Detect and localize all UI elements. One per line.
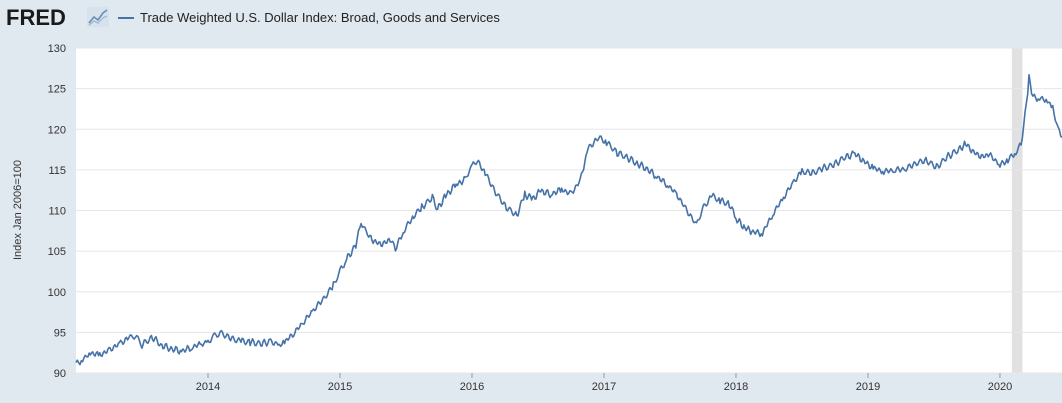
y-tick-label: 110 (48, 206, 66, 218)
y-tick-label: 100 (48, 287, 66, 299)
chart-legend[interactable]: Trade Weighted U.S. Dollar Index: Broad,… (118, 10, 500, 25)
fred-logo: FRED (6, 5, 66, 30)
y-tick-label: 120 (48, 124, 66, 136)
y-tick-label: 125 (48, 84, 66, 96)
y-tick-label: 95 (54, 327, 66, 339)
y-tick-label: 90 (54, 368, 66, 380)
y-tick-label: 130 (48, 43, 66, 55)
legend-series-label: Trade Weighted U.S. Dollar Index: Broad,… (140, 10, 500, 25)
legend-swatch (118, 16, 134, 19)
line-chart-icon (87, 7, 109, 27)
x-tick-label: 2014 (196, 381, 220, 393)
x-tick-label: 2016 (460, 381, 484, 393)
series-line (75, 74, 1062, 366)
x-tick-label: 2017 (592, 381, 616, 393)
x-tick-label: 2018 (724, 381, 748, 393)
y-tick-label: 115 (48, 165, 66, 177)
x-tick-label: 2015 (328, 381, 352, 393)
chart-header: FRED Trade Weighted U.S. Dollar Index: B… (0, 0, 1062, 34)
x-tick-label: 2020 (988, 381, 1012, 393)
y-tick-label: 105 (48, 246, 66, 258)
x-tick-label: 2019 (856, 381, 880, 393)
